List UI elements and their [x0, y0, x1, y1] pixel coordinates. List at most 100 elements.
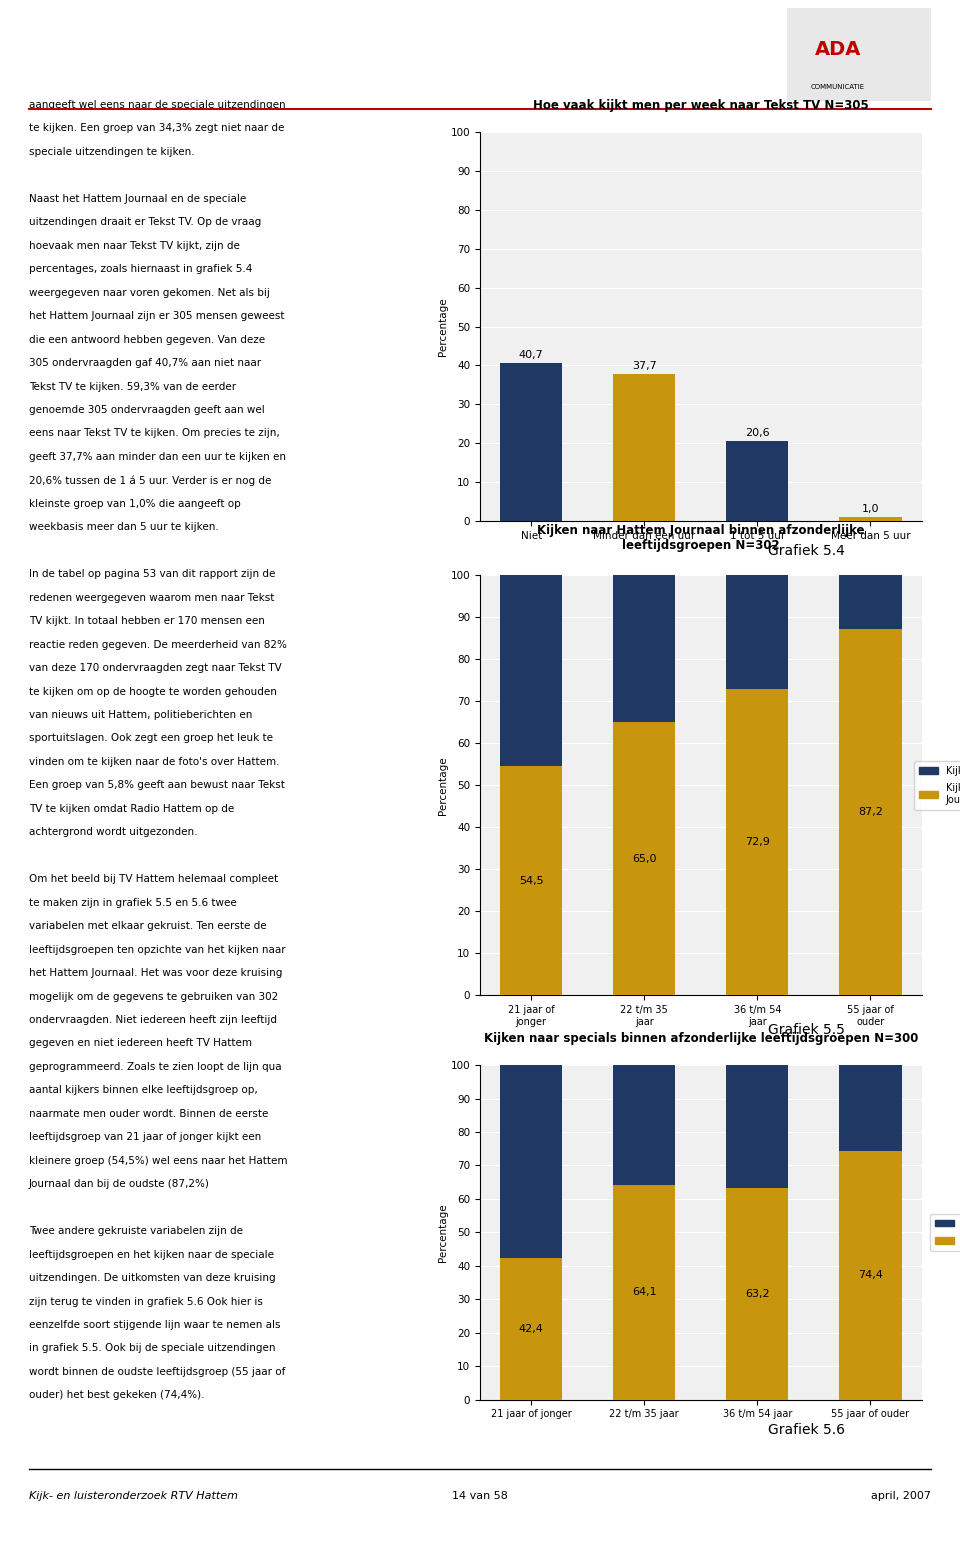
Bar: [613, 375, 675, 521]
Text: Hoe vaak kijkt men per week naar Tekst TV N=305: Hoe vaak kijkt men per week naar Tekst T…: [533, 100, 869, 112]
Bar: [613, 1065, 675, 1185]
Text: Kijken naar Hattem Journaal binnen afzonderlijke
leeftijdsgroepen N=302: Kijken naar Hattem Journaal binnen afzon…: [537, 524, 865, 552]
Text: weekbasis meer dan 5 uur te kijken.: weekbasis meer dan 5 uur te kijken.: [29, 522, 219, 532]
Bar: [839, 575, 901, 630]
Text: COMMUNICATIE: COMMUNICATIE: [810, 84, 865, 90]
Text: aangeeft wel eens naar de speciale uitzendingen: aangeeft wel eens naar de speciale uitze…: [29, 100, 285, 110]
Text: vinden om te kijken naar de foto's over Hattem.: vinden om te kijken naar de foto's over …: [29, 757, 279, 767]
Text: Om het beeld bij TV Hattem helemaal compleet: Om het beeld bij TV Hattem helemaal comp…: [29, 874, 278, 885]
Text: te maken zijn in grafiek 5.5 en 5.6 twee: te maken zijn in grafiek 5.5 en 5.6 twee: [29, 897, 236, 908]
Text: uitzendingen draait er Tekst TV. Op de vraag: uitzendingen draait er Tekst TV. Op de v…: [29, 218, 261, 227]
Bar: [500, 362, 563, 521]
Text: variabelen met elkaar gekruist. Ten eerste de: variabelen met elkaar gekruist. Ten eers…: [29, 921, 267, 931]
Text: Naast het Hattem Journaal en de speciale: Naast het Hattem Journaal en de speciale: [29, 194, 246, 204]
Text: leeftijdsgroepen en het kijken naar de speciale: leeftijdsgroepen en het kijken naar de s…: [29, 1250, 274, 1260]
Text: 65,0: 65,0: [632, 854, 657, 863]
Y-axis label: Percentage: Percentage: [438, 297, 448, 356]
Text: kleinere groep (54,5%) wel eens naar het Hattem: kleinere groep (54,5%) wel eens naar het…: [29, 1155, 287, 1166]
Text: eens naar Tekst TV te kijken. Om precies te zijn,: eens naar Tekst TV te kijken. Om precies…: [29, 429, 279, 439]
Text: het Hattem Journaal zijn er 305 mensen geweest: het Hattem Journaal zijn er 305 mensen g…: [29, 311, 284, 322]
Bar: [500, 575, 563, 767]
Text: kleinste groep van 1,0% die aangeeft op: kleinste groep van 1,0% die aangeeft op: [29, 499, 241, 508]
Text: sportuitslagen. Ook zegt een groep het leuk te: sportuitslagen. Ook zegt een groep het l…: [29, 734, 273, 743]
Text: reactie reden gegeven. De meerderheid van 82%: reactie reden gegeven. De meerderheid va…: [29, 639, 287, 650]
Text: geeft 37,7% aan minder dan een uur te kijken en: geeft 37,7% aan minder dan een uur te ki…: [29, 453, 286, 462]
Text: TV te kijken omdat Radio Hattem op de: TV te kijken omdat Radio Hattem op de: [29, 804, 234, 813]
Text: aantal kijkers binnen elke leeftijdsgroep op,: aantal kijkers binnen elke leeftijdsgroe…: [29, 1085, 257, 1095]
Text: achtergrond wordt uitgezonden.: achtergrond wordt uitgezonden.: [29, 827, 198, 837]
Text: in grafiek 5.5. Ook bij de speciale uitzendingen: in grafiek 5.5. Ook bij de speciale uitz…: [29, 1344, 276, 1353]
Text: Tekst TV te kijken. 59,3% van de eerder: Tekst TV te kijken. 59,3% van de eerder: [29, 381, 236, 392]
Text: Grafiek 5.5: Grafiek 5.5: [768, 1023, 845, 1037]
Bar: [727, 575, 788, 689]
Text: TV kijkt. In totaal hebben er 170 mensen een: TV kijkt. In totaal hebben er 170 mensen…: [29, 616, 265, 627]
Bar: [727, 689, 788, 995]
Bar: [500, 767, 563, 995]
Legend: Kijkt niet naar specials, Kijkt wel eens naar specials: Kijkt niet naar specials, Kijkt wel eens…: [929, 1213, 960, 1252]
Text: zijn terug te vinden in grafiek 5.6 Ook hier is: zijn terug te vinden in grafiek 5.6 Ook …: [29, 1297, 263, 1306]
Text: 14 van 58: 14 van 58: [452, 1491, 508, 1501]
Bar: [500, 1065, 563, 1258]
Text: 1,0: 1,0: [862, 504, 879, 513]
Text: 40,7: 40,7: [518, 350, 543, 359]
Bar: [727, 1188, 788, 1400]
Text: april, 2007: april, 2007: [871, 1491, 931, 1501]
Bar: [839, 1151, 901, 1400]
Text: naarmate men ouder wordt. Binnen de eerste: naarmate men ouder wordt. Binnen de eers…: [29, 1109, 268, 1120]
Text: leeftijdsgroepen ten opzichte van het kijken naar: leeftijdsgroepen ten opzichte van het ki…: [29, 944, 285, 955]
Bar: [727, 442, 788, 521]
Text: 54,5: 54,5: [518, 875, 543, 886]
Text: Grafiek 5.4: Grafiek 5.4: [768, 544, 845, 558]
Text: hoevaak men naar Tekst TV kijkt, zijn de: hoevaak men naar Tekst TV kijkt, zijn de: [29, 241, 240, 250]
Text: weergegeven naar voren gekomen. Net als bij: weergegeven naar voren gekomen. Net als …: [29, 288, 270, 297]
Y-axis label: Percentage: Percentage: [438, 1204, 448, 1261]
Text: die een antwoord hebben gegeven. Van deze: die een antwoord hebben gegeven. Van dez…: [29, 334, 265, 345]
Bar: [839, 630, 901, 995]
Bar: [613, 575, 675, 722]
Text: ouder) het best gekeken (74,4%).: ouder) het best gekeken (74,4%).: [29, 1390, 204, 1401]
Text: van deze 170 ondervraagden zegt naar Tekst TV: van deze 170 ondervraagden zegt naar Tek…: [29, 662, 281, 673]
Text: te kijken om op de hoogte te worden gehouden: te kijken om op de hoogte te worden geho…: [29, 687, 276, 697]
Text: genoemde 305 ondervraagden geeft aan wel: genoemde 305 ondervraagden geeft aan wel: [29, 404, 265, 415]
Text: 20,6: 20,6: [745, 428, 770, 437]
Bar: [839, 1065, 901, 1151]
Text: Twee andere gekruiste variabelen zijn de: Twee andere gekruiste variabelen zijn de: [29, 1227, 243, 1236]
Text: percentages, zoals hiernaast in grafiek 5.4: percentages, zoals hiernaast in grafiek …: [29, 264, 252, 274]
Text: van nieuws uit Hattem, politieberichten en: van nieuws uit Hattem, politieberichten …: [29, 711, 252, 720]
Text: speciale uitzendingen te kijken.: speciale uitzendingen te kijken.: [29, 148, 195, 157]
Text: 42,4: 42,4: [518, 1323, 543, 1334]
Text: wordt binnen de oudste leeftijdsgroep (55 jaar of: wordt binnen de oudste leeftijdsgroep (5…: [29, 1367, 285, 1376]
Text: 64,1: 64,1: [632, 1288, 657, 1297]
Text: eenzelfde soort stijgende lijn waar te nemen als: eenzelfde soort stijgende lijn waar te n…: [29, 1320, 280, 1330]
Text: 20,6% tussen de 1 á 5 uur. Verder is er nog de: 20,6% tussen de 1 á 5 uur. Verder is er …: [29, 476, 271, 485]
Bar: [613, 722, 675, 995]
Legend: Kijkt niet naar Hattem Journaal, Kijkt wel eens naar Hattem
Journaal: Kijkt niet naar Hattem Journaal, Kijkt w…: [914, 760, 960, 810]
Text: te kijken. Een groep van 34,3% zegt niet naar de: te kijken. Een groep van 34,3% zegt niet…: [29, 123, 284, 134]
Text: 63,2: 63,2: [745, 1289, 770, 1298]
Text: ondervraagden. Niet iedereen heeft zijn leeftijd: ondervraagden. Niet iedereen heeft zijn …: [29, 1015, 276, 1025]
Text: 87,2: 87,2: [858, 807, 883, 816]
Bar: [839, 516, 901, 521]
Text: het Hattem Journaal. Het was voor deze kruising: het Hattem Journaal. Het was voor deze k…: [29, 969, 282, 978]
Bar: [613, 1185, 675, 1400]
Text: leeftijdsgroep van 21 jaar of jonger kijkt een: leeftijdsgroep van 21 jaar of jonger kij…: [29, 1132, 261, 1143]
Text: ADA: ADA: [814, 40, 861, 59]
Text: In de tabel op pagina 53 van dit rapport zijn de: In de tabel op pagina 53 van dit rapport…: [29, 569, 276, 580]
Text: Kijk- en luisteronderzoek RTV Hattem: Kijk- en luisteronderzoek RTV Hattem: [29, 1491, 238, 1501]
Text: 37,7: 37,7: [632, 361, 657, 372]
Y-axis label: Percentage: Percentage: [438, 756, 448, 815]
Text: 305 ondervraagden gaf 40,7% aan niet naar: 305 ondervraagden gaf 40,7% aan niet naa…: [29, 358, 261, 369]
Text: Een groep van 5,8% geeft aan bewust naar Tekst: Een groep van 5,8% geeft aan bewust naar…: [29, 781, 285, 790]
Text: 72,9: 72,9: [745, 837, 770, 847]
Text: uitzendingen. De uitkomsten van deze kruising: uitzendingen. De uitkomsten van deze kru…: [29, 1274, 276, 1283]
Text: geprogrammeerd. Zoals te zien loopt de lijn qua: geprogrammeerd. Zoals te zien loopt de l…: [29, 1062, 281, 1071]
Text: Kijken naar specials binnen afzonderlijke leeftijdsgroepen N=300: Kijken naar specials binnen afzonderlijk…: [484, 1033, 918, 1045]
Text: gegeven en niet iedereen heeft TV Hattem: gegeven en niet iedereen heeft TV Hattem: [29, 1039, 252, 1048]
FancyBboxPatch shape: [780, 3, 938, 106]
Text: mogelijk om de gegevens te gebruiken van 302: mogelijk om de gegevens te gebruiken van…: [29, 992, 278, 1001]
Text: redenen weergegeven waarom men naar Tekst: redenen weergegeven waarom men naar Teks…: [29, 592, 275, 603]
Text: Journaal dan bij de oudste (87,2%): Journaal dan bij de oudste (87,2%): [29, 1179, 209, 1190]
Text: 74,4: 74,4: [858, 1270, 883, 1280]
Bar: [727, 1065, 788, 1188]
Bar: [500, 1258, 563, 1400]
